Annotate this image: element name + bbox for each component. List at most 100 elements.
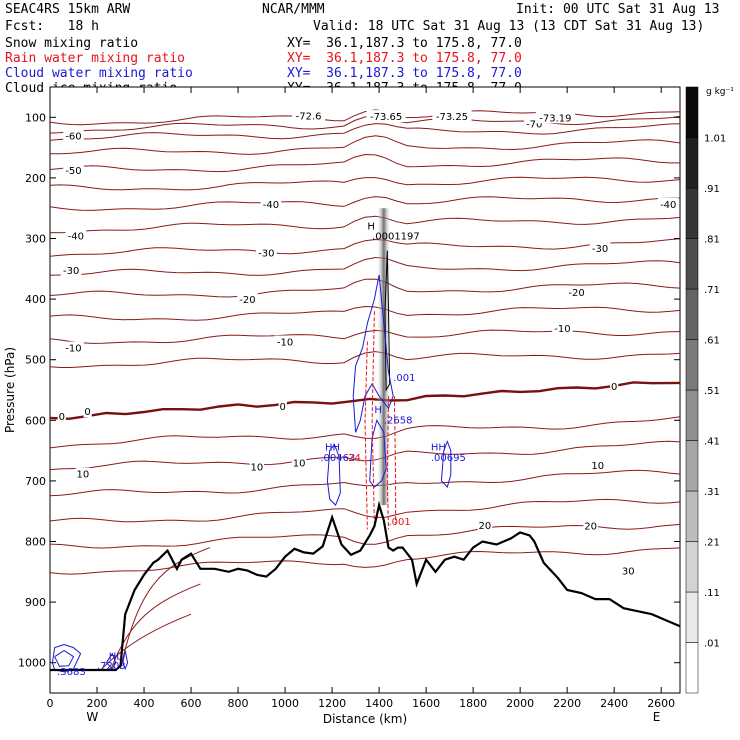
zero-isotherm-line <box>49 381 681 421</box>
field-annotation: .001 <box>389 517 411 528</box>
y-tick-label: 200 <box>25 172 46 185</box>
west-label: W <box>86 710 98 724</box>
cloud-water-contour <box>54 650 75 667</box>
colorbar-tick-label: 1.01 <box>704 134 726 145</box>
x-tick-label: 1600 <box>412 697 440 710</box>
field-annotation: .00463 <box>320 453 355 464</box>
plot-area: -70-73.19 -72.6 -73.65 -73.25 -60 -50 -40 -40 -4… <box>3 86 681 726</box>
colorbar-segment <box>685 187 699 239</box>
field-annotation: H <box>374 405 382 416</box>
contour-label: 0 <box>280 402 286 413</box>
x-tick-label: 1000 <box>271 697 299 710</box>
colorbar-segment <box>685 541 699 593</box>
isotherm-line <box>49 469 681 497</box>
contour-label-bg <box>237 293 258 306</box>
y-axis-label: Pressure (hPa) <box>3 347 17 433</box>
rain-water-contour <box>386 396 389 530</box>
x-tick-label: 2600 <box>647 697 675 710</box>
contour-label: -72.6 <box>296 111 322 122</box>
rain-water-contour <box>371 311 375 524</box>
model-title: SEAC4RS 15km ARW <box>5 2 131 17</box>
field-snow-name: Snow mixing ratio <box>5 36 139 51</box>
colorbar-tick-label: .41 <box>704 437 720 448</box>
isotherm-line <box>49 498 681 523</box>
colorbar-segment <box>685 288 699 340</box>
contour-label-bg <box>366 110 406 123</box>
colorbar-segment <box>685 591 699 643</box>
x-tick-label: 400 <box>134 697 155 710</box>
field-cloudwater-xy: XY= 36.1,187.3 to 175.8, 77.0 <box>287 66 522 81</box>
contour-label-bg <box>63 129 84 142</box>
org-label: NCAR/MMM <box>262 2 325 17</box>
cloud-ice-contour <box>384 250 391 392</box>
isotherm-line <box>49 215 681 234</box>
colorbar-tick-label: .11 <box>704 588 720 599</box>
contour-label-bg <box>477 519 493 532</box>
contour-label: 10 <box>591 461 604 472</box>
contour-label-bg <box>566 285 587 298</box>
contour-label: 30 <box>622 567 635 578</box>
field-annotation: H <box>367 221 375 232</box>
isotherm-line <box>49 123 681 141</box>
cloud-water-contour <box>326 443 341 507</box>
cloud-water-contour <box>352 274 394 433</box>
colorbar-tick-label: .71 <box>704 285 720 296</box>
field-annotation: .0001197 <box>372 232 420 243</box>
contour-label-bg <box>57 410 66 423</box>
y-tick-label: 500 <box>25 354 46 367</box>
y-tick-label: 600 <box>25 414 46 427</box>
contour-label: -10 <box>65 344 81 355</box>
field-rain-xy: XY= 36.1,187.3 to 175.8, 77.0 <box>287 51 522 66</box>
cloud-water-contour <box>440 440 452 488</box>
contour-label: -30 <box>63 266 79 277</box>
field-annotation: .2658 <box>384 415 413 426</box>
init-time: Init: 00 UTC Sat 31 Aug 13 <box>516 2 720 17</box>
contour-label-bg <box>278 399 287 412</box>
x-tick-label: 1800 <box>459 697 487 710</box>
contour-label-bg <box>75 467 91 480</box>
isotherm-line <box>49 305 681 321</box>
contour-label: -73.25 <box>436 112 468 123</box>
colorbar-tick-label: .21 <box>704 538 720 549</box>
contour-label: -40 <box>660 200 676 211</box>
east-label: E <box>653 710 661 724</box>
isotherm-line <box>49 329 681 344</box>
contour-label: 0 <box>611 382 617 393</box>
cloud-water-contour <box>122 650 129 671</box>
contour-label-bg <box>589 242 611 255</box>
contour-label-bg <box>63 164 84 177</box>
x-tick-label: 2200 <box>553 697 581 710</box>
colorbar-tick-label: .01 <box>704 639 720 650</box>
terrain-line <box>50 500 681 672</box>
isotherm-line <box>49 196 681 211</box>
isotherm-line <box>50 135 681 155</box>
forecast-hour: Fcst: 18 h <box>5 19 99 34</box>
colorbar-segment <box>685 339 699 391</box>
contour-label-bg <box>621 564 636 577</box>
colorbar-segment <box>685 137 699 189</box>
x-axis-label: Distance (km) <box>323 712 407 726</box>
contour-label-bg <box>552 322 573 335</box>
colorbar-tick-label: .51 <box>704 386 720 397</box>
isotherm-line <box>110 583 201 669</box>
colorbar-segment <box>685 440 699 492</box>
isotherm-line <box>49 278 681 298</box>
contour-label: 10 <box>250 462 263 473</box>
contour-label: 10 <box>77 470 90 481</box>
rain-water-contour <box>393 396 397 524</box>
y-tick-label: 100 <box>25 111 46 124</box>
contour-label-bg <box>610 379 619 392</box>
contour-label-bg <box>583 519 598 532</box>
colorbar-segment <box>685 642 699 694</box>
contour-label-bg <box>249 460 265 473</box>
valid-time: Valid: 18 UTC Sat 31 Aug 13 (13 CDT Sat … <box>313 19 705 34</box>
contour-label-bg <box>657 197 679 210</box>
x-tick-label: 2400 <box>600 697 628 710</box>
contour-label-bg <box>60 264 82 277</box>
contour-label: 0 <box>84 407 90 418</box>
field-annotation: HH <box>431 443 446 454</box>
isotherm-line <box>49 153 680 173</box>
contour-label: 20 <box>479 521 492 532</box>
isotherm-line <box>101 613 192 670</box>
